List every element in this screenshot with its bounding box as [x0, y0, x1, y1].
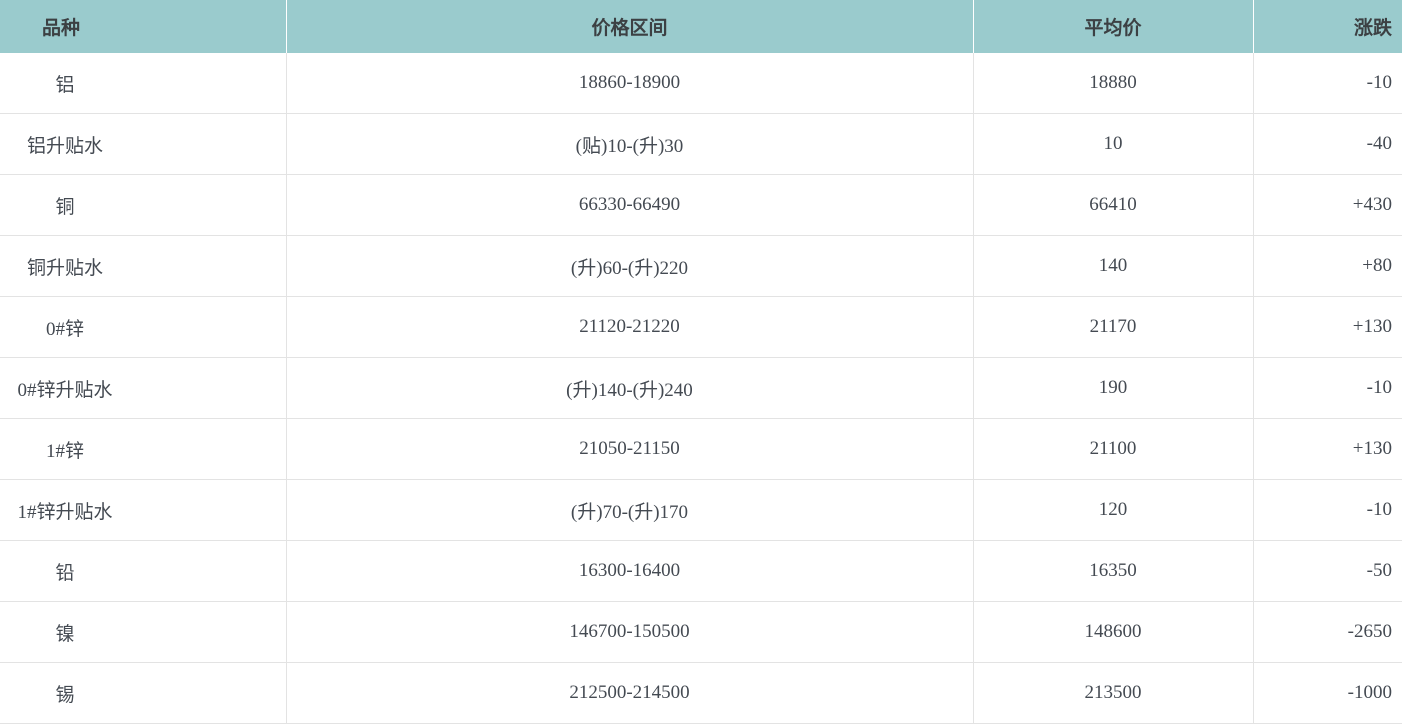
cell-variety: 1#锌 — [0, 418, 287, 480]
cell-variety: 镍 — [0, 601, 287, 663]
cell-price-range: (升)140-(升)240 — [286, 357, 974, 419]
column-header-variety: 品种 — [0, 0, 287, 53]
cell-price-range: 146700-150500 — [286, 601, 974, 663]
cell-average-price: 148600 — [973, 601, 1254, 663]
table-row: 1#锌 21050-21150 21100 +130 — [0, 418, 1402, 480]
cell-price-range: (升)70-(升)170 — [286, 479, 974, 541]
table-row: 1#锌升贴水 (升)70-(升)170 120 -10 — [0, 479, 1402, 541]
cell-change: -50 — [1253, 540, 1402, 602]
cell-change: -10 — [1253, 479, 1402, 541]
table-row: 铝 18860-18900 18880 -10 — [0, 53, 1402, 114]
table-row: 0#锌 21120-21220 21170 +130 — [0, 296, 1402, 358]
table-body: 铝 18860-18900 18880 -10 铝升贴水 (贴)10-(升)30 10 -40… — [0, 53, 1402, 724]
cell-change: +430 — [1253, 174, 1402, 236]
cell-average-price: 120 — [973, 479, 1254, 541]
cell-variety: 0#锌升贴水 — [0, 357, 287, 419]
cell-variety: 铜升贴水 — [0, 235, 287, 297]
header-row: 品种 价格区间 平均价 涨跌 — [0, 0, 1402, 53]
variety-label: 锡 — [55, 684, 75, 706]
cell-average-price: 140 — [973, 235, 1254, 297]
variety-label: 铝 — [55, 74, 75, 96]
column-header-average-price: 平均价 — [973, 0, 1254, 53]
cell-average-price: 18880 — [973, 53, 1254, 114]
cell-price-range: 66330-66490 — [286, 174, 974, 236]
cell-price-range: (贴)10-(升)30 — [286, 113, 974, 175]
cell-change: -10 — [1253, 357, 1402, 419]
table-row: 铜 66330-66490 66410 +430 — [0, 174, 1402, 236]
variety-label: 1#锌升贴水 — [17, 501, 113, 523]
cell-variety: 锡 — [0, 662, 287, 724]
cell-price-range: 18860-18900 — [286, 53, 974, 114]
variety-label: 1#锌 — [45, 440, 84, 462]
table-row: 铜升贴水 (升)60-(升)220 140 +80 — [0, 235, 1402, 297]
variety-label: 铜 — [55, 196, 75, 218]
table-row: 镍 146700-150500 148600 -2650 — [0, 601, 1402, 663]
cell-variety: 0#锌 — [0, 296, 287, 358]
cell-variety: 铝 — [0, 53, 287, 114]
cell-variety: 铜 — [0, 174, 287, 236]
table-row: 铝升贴水 (贴)10-(升)30 10 -40 — [0, 113, 1402, 175]
cell-average-price: 190 — [973, 357, 1254, 419]
cell-price-range: 21120-21220 — [286, 296, 974, 358]
variety-label: 铜升贴水 — [26, 257, 103, 279]
cell-price-range: (升)60-(升)220 — [286, 235, 974, 297]
cell-price-range: 21050-21150 — [286, 418, 974, 480]
cell-variety: 铅 — [0, 540, 287, 602]
cell-average-price: 66410 — [973, 174, 1254, 236]
cell-change: -2650 — [1253, 601, 1402, 663]
variety-label: 0#锌 — [45, 318, 84, 340]
cell-price-range: 16300-16400 — [286, 540, 974, 602]
cell-change: -10 — [1253, 53, 1402, 114]
table-header: 品种 价格区间 平均价 涨跌 — [0, 0, 1402, 53]
column-header-price-range: 价格区间 — [286, 0, 974, 53]
cell-change: +130 — [1253, 296, 1402, 358]
table-row: 铅 16300-16400 16350 -50 — [0, 540, 1402, 602]
cell-average-price: 213500 — [973, 662, 1254, 724]
variety-label: 铅 — [55, 562, 75, 584]
table-row: 0#锌升贴水 (升)140-(升)240 190 -10 — [0, 357, 1402, 419]
cell-average-price: 16350 — [973, 540, 1254, 602]
cell-variety: 铝升贴水 — [0, 113, 287, 175]
variety-label: 0#锌升贴水 — [17, 379, 113, 401]
cell-average-price: 21100 — [973, 418, 1254, 480]
cell-change: +80 — [1253, 235, 1402, 297]
column-header-change: 涨跌 — [1253, 0, 1402, 53]
cell-price-range: 212500-214500 — [286, 662, 974, 724]
cell-average-price: 21170 — [973, 296, 1254, 358]
table-row: 锡 212500-214500 213500 -1000 — [0, 662, 1402, 724]
cell-average-price: 10 — [973, 113, 1254, 175]
cell-variety: 1#锌升贴水 — [0, 479, 287, 541]
cell-change: -1000 — [1253, 662, 1402, 724]
cell-change: -40 — [1253, 113, 1402, 175]
variety-label: 镍 — [55, 623, 75, 645]
variety-label: 铝升贴水 — [26, 135, 103, 157]
cell-change: +130 — [1253, 418, 1402, 480]
